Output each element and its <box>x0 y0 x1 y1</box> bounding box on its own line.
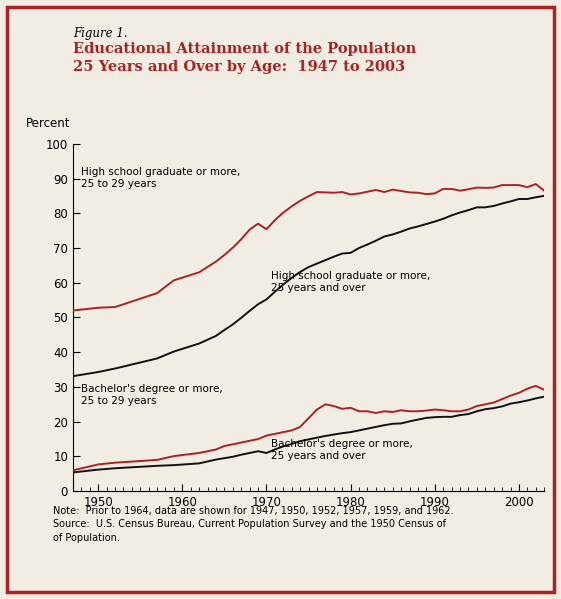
Text: 25 to 29 years: 25 to 29 years <box>81 179 157 189</box>
Text: Source:  U.S. Census Bureau, Current Population Survey and the 1950 Census of: Source: U.S. Census Bureau, Current Popu… <box>53 519 447 530</box>
Text: Note:  Prior to 1964, data are shown for 1947, 1950, 1952, 1957, 1959, and 1962.: Note: Prior to 1964, data are shown for … <box>53 506 454 516</box>
Text: of Population.: of Population. <box>53 533 120 543</box>
Text: Figure 1.: Figure 1. <box>73 27 127 40</box>
Text: 25 to 29 years: 25 to 29 years <box>81 396 157 406</box>
Text: Bachelor's degree or more,: Bachelor's degree or more, <box>81 384 223 394</box>
Text: Percent: Percent <box>26 117 70 130</box>
Text: 25 years and over: 25 years and over <box>271 452 365 461</box>
Text: High school graduate or more,: High school graduate or more, <box>81 167 241 177</box>
Text: High school graduate or more,: High school graduate or more, <box>271 271 430 281</box>
Text: 25 Years and Over by Age:  1947 to 2003: 25 Years and Over by Age: 1947 to 2003 <box>73 60 405 74</box>
Text: 25 years and over: 25 years and over <box>271 283 365 293</box>
Text: Bachelor's degree or more,: Bachelor's degree or more, <box>271 439 412 449</box>
Text: Educational Attainment of the Population: Educational Attainment of the Population <box>73 42 416 56</box>
